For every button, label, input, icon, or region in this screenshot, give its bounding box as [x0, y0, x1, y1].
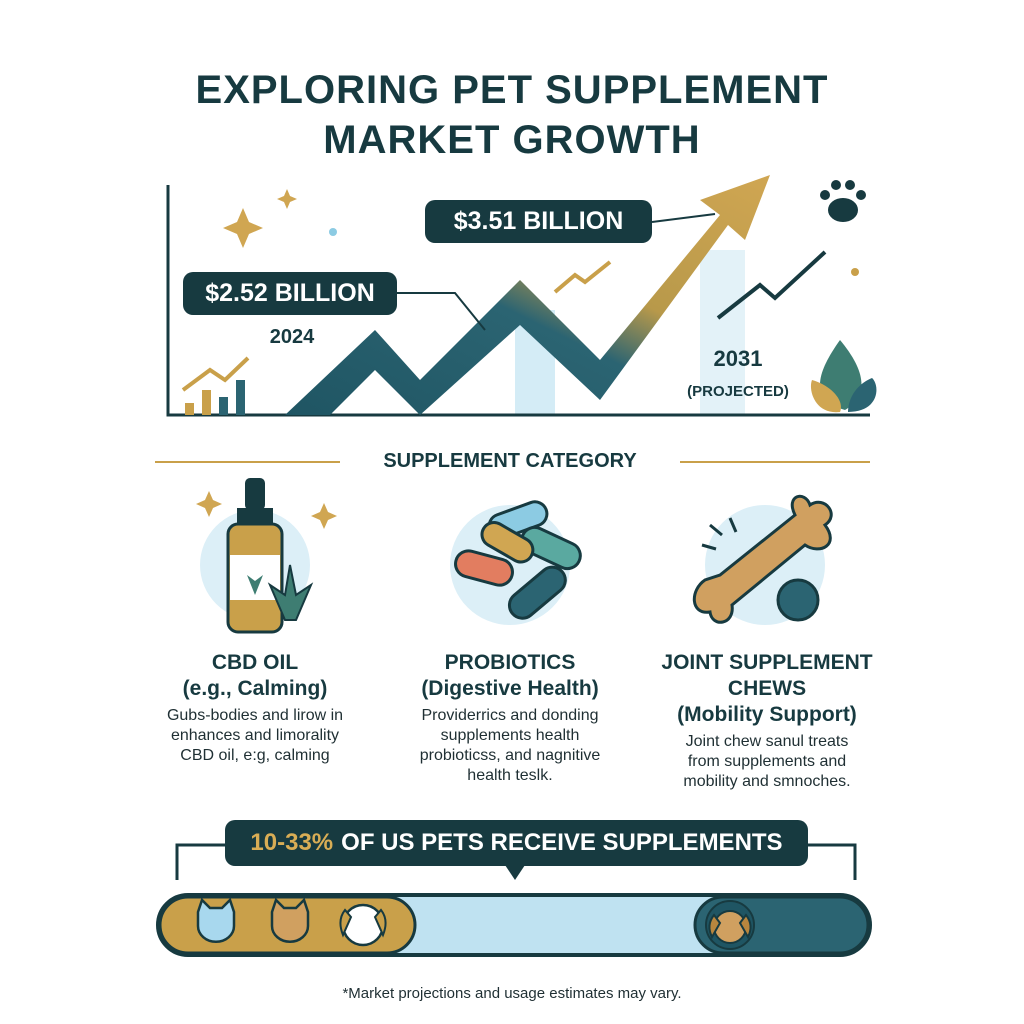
trend-arrow-icon [716, 250, 827, 320]
card-title: PROBIOTICS [444, 651, 576, 674]
probiotic-capsules-icon [450, 500, 582, 625]
connector-line [397, 292, 486, 331]
bone-chew-icon [692, 494, 833, 625]
dot [329, 228, 337, 236]
end-year: 2031 [713, 346, 763, 371]
usage-highlight: 10-33% [250, 829, 334, 856]
title-line-1: EXPLORING PET SUPPLEMENT [195, 68, 829, 112]
section-title: SUPPLEMENT CATEGORY [383, 450, 637, 472]
bracket-line [175, 843, 225, 880]
footnote: *Market projections and usage estimates … [342, 985, 682, 1002]
projected-note: (PROJECTED) [687, 383, 789, 400]
bg-bar [700, 250, 745, 415]
paw-print-icon [820, 180, 866, 222]
connector-line [651, 213, 716, 223]
card-body: Gubs-bodies and lirow in enhances and lim… [166, 707, 344, 764]
dog-icon [339, 903, 387, 947]
start-value-label: $2.52 BILLION [183, 272, 397, 315]
card-body: Joint chew sanul treats from supplements … [683, 733, 851, 790]
card-body: Providerrics and donding supplements heal… [419, 707, 601, 784]
cat-icon [270, 897, 310, 943]
end-value-label: $3.51 BILLION [425, 200, 652, 243]
card-title-2: CHEWS [727, 677, 807, 700]
title-line-2: MARKET GROWTH [323, 118, 701, 162]
card-subtitle: (Digestive Health) [421, 677, 599, 700]
card-subtitle: (e.g., Calming) [182, 677, 328, 700]
trend-arrow-icon [553, 260, 612, 294]
sparkle-icon [223, 208, 263, 248]
card-subtitle: (Mobility Support) [677, 703, 857, 726]
leaf-icon [810, 340, 877, 413]
usage-progress-bar [156, 893, 872, 957]
card-title: JOINT SUPPLEMENT [661, 651, 873, 674]
category-card-probiotics: PROBIOTICS (Digestive Health) Providerri… [385, 650, 635, 786]
banner-pointer [505, 865, 525, 880]
cbd-oil-bottle-icon [196, 478, 337, 634]
sparkle-icon [277, 189, 297, 209]
cat-icon [196, 897, 236, 943]
dot [851, 268, 859, 276]
bracket-line [808, 843, 857, 880]
category-card-joint: JOINT SUPPLEMENT CHEWS (Mobility Support… [632, 650, 902, 792]
chart-axes [166, 185, 870, 417]
dog-icon [708, 910, 752, 944]
card-title: CBD OIL [211, 651, 299, 674]
usage-banner: 10-33% OF US PETS RECEIVE SUPPLEMENTS [225, 820, 808, 866]
mini-bar-chart-icon [181, 356, 250, 415]
growth-arrow [285, 175, 770, 415]
category-card-cbd: CBD OIL (e.g., Calming) Gubs-bodies and … [130, 650, 380, 766]
usage-text: OF US PETS RECEIVE SUPPLEMENTS [341, 829, 783, 856]
start-year: 2024 [269, 326, 315, 348]
